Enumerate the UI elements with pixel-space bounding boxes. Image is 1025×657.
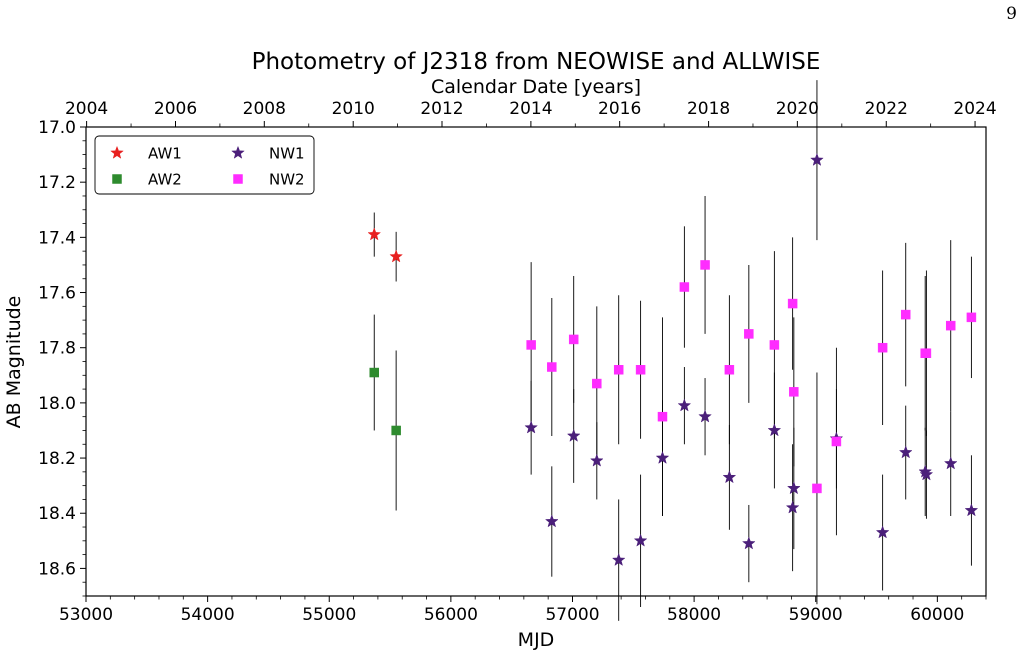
point-nw2-16 xyxy=(877,342,888,353)
point-nw1-21 xyxy=(964,503,979,517)
legend-marker-aw2 xyxy=(112,174,122,184)
x-tick-label: 57000 xyxy=(545,605,599,625)
x-axis-title: MJD xyxy=(518,629,555,651)
legend-label-nw1: NW1 xyxy=(269,145,305,163)
point-nw2-17 xyxy=(900,309,911,320)
point-aw2-1 xyxy=(391,425,401,436)
x-tick-label: 58000 xyxy=(667,605,721,625)
point-nw1-1 xyxy=(544,514,559,528)
top-tick-label: 2010 xyxy=(332,99,375,119)
x-tick-label: 53000 xyxy=(59,605,113,625)
point-nw1-9 xyxy=(722,470,737,484)
top-tick-label: 2012 xyxy=(420,99,463,119)
point-nw2-14 xyxy=(812,483,822,494)
point-nw1-3 xyxy=(589,453,604,467)
legend-box xyxy=(94,135,315,195)
x-tick-label: 60000 xyxy=(910,605,964,625)
x-tick-label: 56000 xyxy=(424,605,478,625)
legend-marker-aw1 xyxy=(110,145,124,159)
point-nw2-20 xyxy=(945,320,956,331)
y-tick-label: 18.4 xyxy=(38,504,76,524)
point-nw2-13 xyxy=(789,387,799,397)
point-nw1-10 xyxy=(741,536,756,550)
point-nw2-19 xyxy=(921,348,932,358)
point-nw2-21 xyxy=(966,312,977,323)
legend-marker-nw1 xyxy=(231,145,245,159)
point-nw1-14 xyxy=(810,152,824,166)
point-nw2-0 xyxy=(526,340,536,350)
y-tick-label: 18.0 xyxy=(38,394,76,414)
point-aw1-0 xyxy=(367,227,382,241)
top-tick-label: 2014 xyxy=(509,99,552,119)
point-nw2-12 xyxy=(787,298,798,309)
top-tick-label: 2018 xyxy=(687,99,730,119)
top-x-axis-title: Calendar Date [years] xyxy=(431,76,641,98)
legend: AW1 AW2 NW1 NW2 xyxy=(94,135,315,195)
point-nw1-5 xyxy=(633,533,648,547)
point-aw2-0 xyxy=(369,367,379,378)
point-nw2-15 xyxy=(831,436,842,447)
y-tick-label: 17.2 xyxy=(38,173,76,193)
page-number: 9 xyxy=(1006,4,1017,24)
point-nw1-2 xyxy=(566,428,581,442)
y-tick-label: 17.6 xyxy=(38,284,76,304)
top-tick-label: 2022 xyxy=(865,99,908,119)
top-tick-label: 2024 xyxy=(953,99,996,119)
point-nw2-1 xyxy=(547,362,557,372)
top-tick-label: 2016 xyxy=(598,99,641,119)
y-tick-label: 17.4 xyxy=(38,228,76,248)
point-nw2-3 xyxy=(592,378,602,389)
top-tick-label: 2020 xyxy=(776,99,819,119)
y-tick-label: 17.0 xyxy=(38,118,76,138)
plot-area xyxy=(367,80,979,621)
y-tick-label: 17.8 xyxy=(38,339,76,359)
top-tick-label: 2004 xyxy=(65,99,108,119)
point-nw2-11 xyxy=(769,340,780,350)
point-nw2-10 xyxy=(744,329,754,339)
y-tick-label: 18.6 xyxy=(38,559,76,579)
point-nw1-8 xyxy=(698,409,712,423)
point-nw1-6 xyxy=(655,450,670,464)
point-nw2-9 xyxy=(724,365,735,375)
top-tick-label: 2008 xyxy=(243,99,286,119)
legend-label-aw1: AW1 xyxy=(148,145,182,163)
point-nw1-16 xyxy=(875,525,890,539)
y-tick-label: 18.2 xyxy=(38,449,76,469)
point-nw1-4 xyxy=(611,552,626,566)
point-aw1-1 xyxy=(389,249,404,263)
legend-label-nw2: NW2 xyxy=(269,171,305,189)
point-nw2-8 xyxy=(700,260,710,270)
plot-frame xyxy=(85,126,987,597)
legend-marker-nw2 xyxy=(233,174,243,184)
chart-title: Photometry of J2318 from NEOWISE and ALL… xyxy=(252,49,821,75)
point-nw1-12 xyxy=(785,500,800,514)
point-nw1-20 xyxy=(943,456,958,470)
point-nw2-2 xyxy=(568,334,579,345)
point-nw2-5 xyxy=(635,365,646,375)
top-tick-label: 2006 xyxy=(154,99,197,119)
point-nw1-0 xyxy=(524,420,539,434)
x-tick-label: 54000 xyxy=(181,605,235,625)
point-nw1-13 xyxy=(786,481,801,495)
legend-label-aw2: AW2 xyxy=(148,171,182,189)
point-nw1-17 xyxy=(898,445,913,459)
point-nw2-7 xyxy=(679,282,690,292)
axes: 53000 54000 55000 56000 57000 58000 59000 60000… xyxy=(38,99,997,625)
point-nw2-4 xyxy=(613,365,624,375)
x-tick-label: 55000 xyxy=(302,605,356,625)
y-axis-title: AB Magnitude xyxy=(3,296,25,429)
point-nw1-11 xyxy=(767,423,782,437)
point-nw1-19 xyxy=(919,467,934,481)
point-nw1-7 xyxy=(677,398,692,412)
x-tick-label: 59000 xyxy=(789,605,843,625)
point-nw2-6 xyxy=(657,411,668,422)
